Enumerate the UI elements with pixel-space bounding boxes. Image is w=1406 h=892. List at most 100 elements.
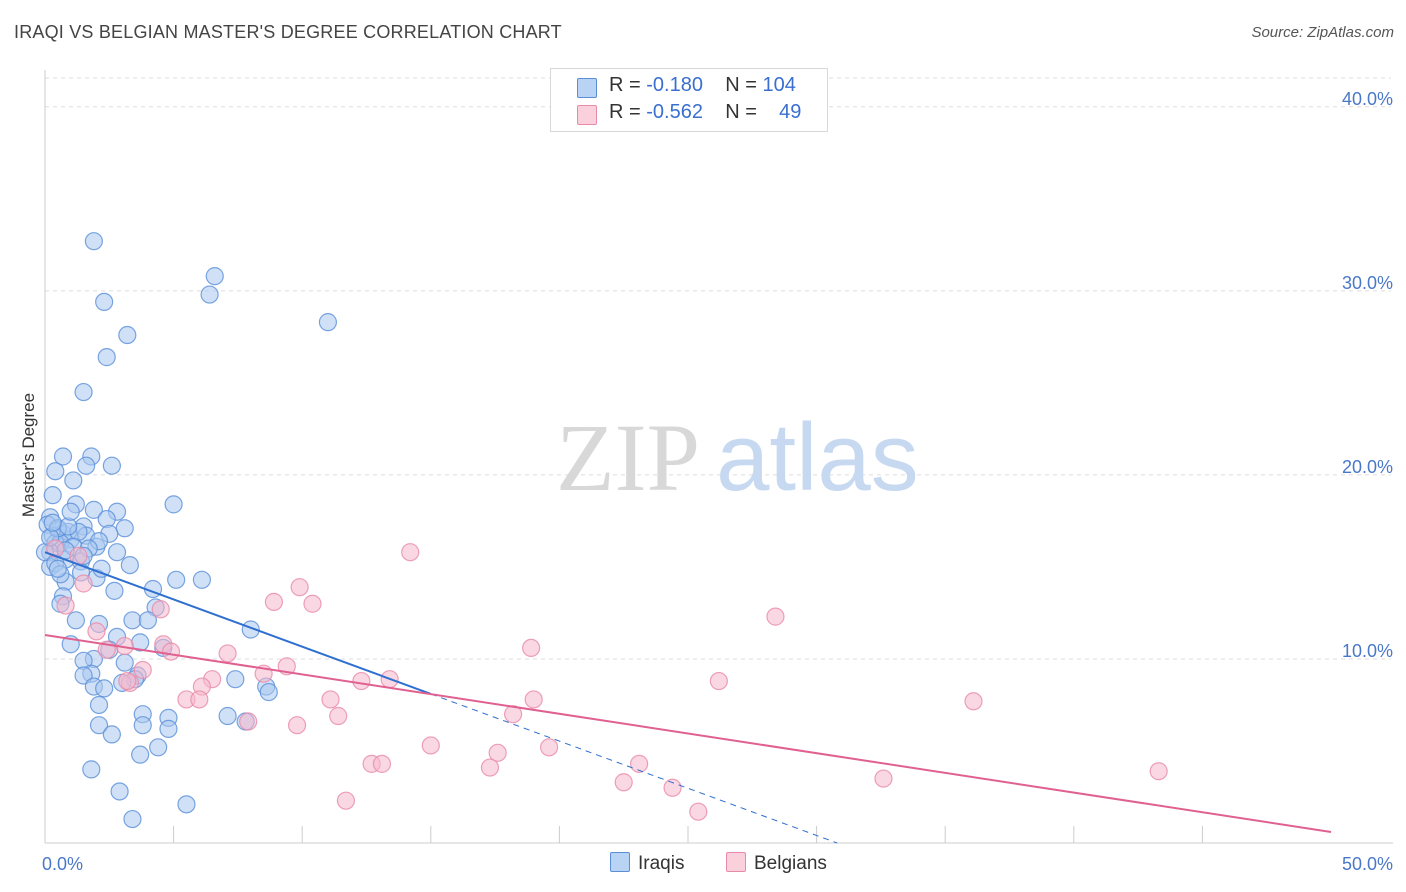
iraqis-point [82, 760, 101, 779]
belgians-point [87, 622, 106, 641]
iraqis-point [64, 471, 83, 490]
belgians-point [290, 578, 309, 597]
belgians-point [336, 791, 356, 810]
iraqis-point [118, 325, 137, 345]
watermark-zip: ZIP [556, 404, 700, 511]
iraqis-point [115, 519, 134, 538]
belgians-point [540, 738, 559, 757]
iraqis-point [123, 611, 142, 630]
iraqis-point [89, 716, 109, 735]
iraqis-point [95, 292, 114, 311]
belgians-point [480, 758, 500, 777]
y-axis-title: Master's Degree [19, 393, 38, 517]
iraqis-point [164, 495, 183, 514]
belgians-point [372, 754, 392, 773]
legend-r-value-belgians: -0.562 [646, 101, 703, 123]
grid-layer [45, 77, 1391, 660]
legend-swatch-iraqis [577, 78, 597, 98]
iraqis-point [97, 348, 116, 367]
x-tick-label: 50.0% [1342, 854, 1393, 874]
belgians-point [151, 600, 170, 619]
x-tick-label: 0.0% [42, 854, 83, 874]
iraqis-point [218, 706, 237, 726]
iraqis-point [89, 695, 109, 715]
belgians-point [689, 802, 708, 821]
bottom-legend-label-iraqis: Iraqis [638, 853, 685, 874]
chart-source: Source: ZipAtlas.com [1251, 24, 1394, 41]
y-tick-label: 40.0% [1342, 89, 1393, 109]
belgians-point [421, 736, 440, 755]
bottom-legend-label-belgians: Belgians [754, 853, 827, 874]
iraqis-point [110, 782, 129, 801]
iraqis-point [120, 555, 139, 575]
legend-n-label: N = [725, 101, 763, 123]
belgians-point [352, 671, 371, 691]
belgians-point [709, 671, 728, 691]
iraqis-point [192, 570, 211, 589]
y-tick-label: 10.0% [1342, 641, 1393, 661]
iraqis-point [226, 670, 245, 689]
iraqis-point [105, 581, 124, 600]
iraqis-point [102, 725, 121, 744]
iraqis-point [200, 285, 219, 304]
chart-title: IRAQI VS BELGIAN MASTER'S DEGREE CORRELA… [14, 22, 562, 42]
iraqis-point [138, 611, 157, 630]
belgians-point [218, 644, 237, 663]
iraqis-point [259, 682, 278, 702]
belgians-point [964, 692, 983, 711]
axis-layer: 10.0% 20.0% 30.0% 40.0% 0.0% 50.0% [42, 70, 1393, 874]
iraqis-point [159, 719, 178, 738]
belgians-point [321, 690, 340, 709]
iraqis-point [133, 716, 152, 735]
legend-r-label: R = [609, 74, 647, 96]
belgians-point [663, 778, 682, 797]
belgians-point [133, 660, 152, 680]
iraqis-point [74, 382, 93, 402]
belgians-point [504, 705, 523, 724]
iraqis-point [131, 745, 150, 764]
y-tick-label: 20.0% [1342, 457, 1393, 477]
iraqis-point [318, 313, 338, 332]
iraqis-point [102, 456, 121, 475]
iraqis-point [43, 486, 62, 505]
belgians-point [766, 607, 785, 626]
iraqis-point [84, 500, 103, 519]
belgians-point [874, 769, 893, 788]
bottom-legend-swatch-iraqis [610, 852, 630, 872]
iraqis-point [53, 447, 73, 466]
iraqis-point [167, 570, 186, 589]
iraqis-point [205, 267, 224, 286]
watermark-atlas: atlas [716, 404, 919, 511]
iraqis-point [95, 679, 114, 698]
belgians-point [488, 743, 507, 762]
iraqis-point [149, 738, 168, 757]
iraqis-point [66, 611, 85, 630]
legend-box: R = -0.180 N = 104 R = -0.562 N = 49 [550, 68, 828, 132]
belgians-point [239, 712, 258, 731]
iraqis-point [92, 559, 111, 578]
belgians-point [630, 754, 649, 773]
iraqis-point [48, 559, 67, 578]
y-tick-label: 30.0% [1342, 273, 1393, 293]
bottom-legend-belgians: Belgians [726, 852, 827, 875]
belgians-point [74, 574, 93, 593]
belgians-point [329, 706, 348, 726]
belgians-point [524, 690, 543, 709]
belgians-point [522, 638, 541, 658]
legend-n-label: N = [725, 74, 763, 96]
belgians-point [190, 690, 209, 709]
belgians-point [614, 773, 633, 792]
iraqis-point [59, 517, 78, 536]
belgians-point [287, 716, 307, 735]
belgians-point [161, 642, 181, 661]
iraqis-point [46, 462, 65, 481]
iraqis-trend-line [44, 551, 432, 695]
legend-n-value-iraqis: 104 [762, 74, 796, 96]
iraqis-point [61, 502, 80, 521]
iraqis-point [97, 509, 116, 529]
iraqis-point [115, 653, 134, 672]
points-layer [35, 232, 1168, 829]
belgians-point [1149, 762, 1168, 781]
bottom-legend-swatch-belgians [726, 852, 746, 872]
